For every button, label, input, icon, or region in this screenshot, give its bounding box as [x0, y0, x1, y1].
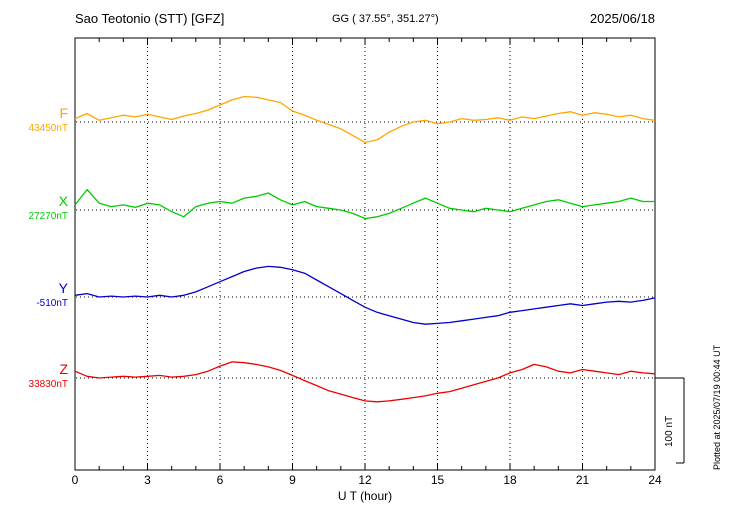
series-letter-Y: Y — [58, 280, 68, 296]
series-letter-F: F — [59, 105, 68, 121]
series-baseline-X: 27270nT — [28, 211, 68, 222]
plotted-timestamp: Plotted at 2025/07/19 00:44 UT — [712, 344, 722, 470]
x-tick-label: 6 — [216, 473, 224, 487]
x-tick-label: 21 — [575, 473, 590, 487]
trace-Z — [74, 361, 656, 403]
plot-border — [74, 37, 656, 471]
x-tick-label: 9 — [289, 473, 296, 487]
series-baseline-Z: 33830nT — [28, 379, 68, 390]
trace-X — [74, 188, 655, 220]
x-tick-label: 3 — [144, 473, 151, 487]
trace-F — [74, 95, 656, 144]
x-tick-label: 18 — [503, 473, 517, 487]
geo-coordinates: GG ( 37.55°, 351.27°) — [332, 13, 439, 25]
x-axis-title: U T (hour) — [337, 489, 393, 503]
x-tick-label: 12 — [358, 473, 372, 487]
x-tick-label: 15 — [430, 473, 445, 487]
trace-Y — [74, 265, 656, 325]
series-letter-X: X — [58, 193, 68, 209]
scalebar-label: 100 nT — [664, 415, 675, 447]
x-tick-label: 0 — [71, 473, 79, 487]
x-tick-label: 24 — [648, 473, 662, 487]
series-baseline-F: 43450nT — [28, 123, 68, 134]
plot-date: 2025/06/18 — [589, 11, 655, 26]
series-letter-Z: Z — [59, 361, 68, 377]
station-title: Sao Teotonio (STT) [GFZ] — [75, 11, 225, 26]
series-baseline-Y: -510nT — [36, 298, 68, 309]
